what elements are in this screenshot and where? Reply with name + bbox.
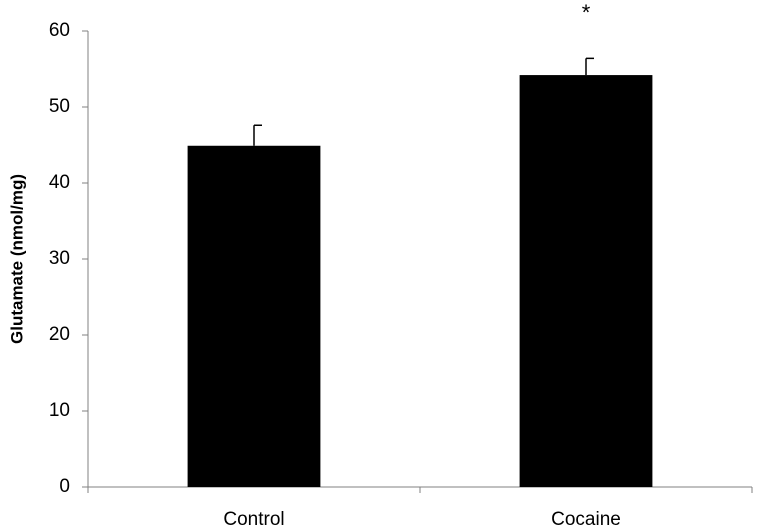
- y-tick-label: 20: [49, 324, 70, 345]
- bar: [187, 145, 321, 487]
- y-tick-label: 40: [49, 172, 70, 193]
- y-tick-label: 60: [49, 20, 70, 41]
- bar: [519, 75, 653, 487]
- annotation: *: [582, 0, 591, 25]
- y-tick-label: 30: [49, 248, 70, 269]
- x-tick-label: Control: [223, 509, 284, 530]
- y-axis-label: Glutamate (nmol/mg): [7, 174, 26, 344]
- error-bar: [253, 124, 262, 146]
- error-bar: [585, 57, 594, 76]
- y-tick-label: 0: [59, 476, 70, 497]
- x-tick-label: Cocaine: [551, 509, 621, 530]
- y-tick-label: 10: [49, 400, 70, 421]
- y-tick-label: 50: [49, 96, 70, 117]
